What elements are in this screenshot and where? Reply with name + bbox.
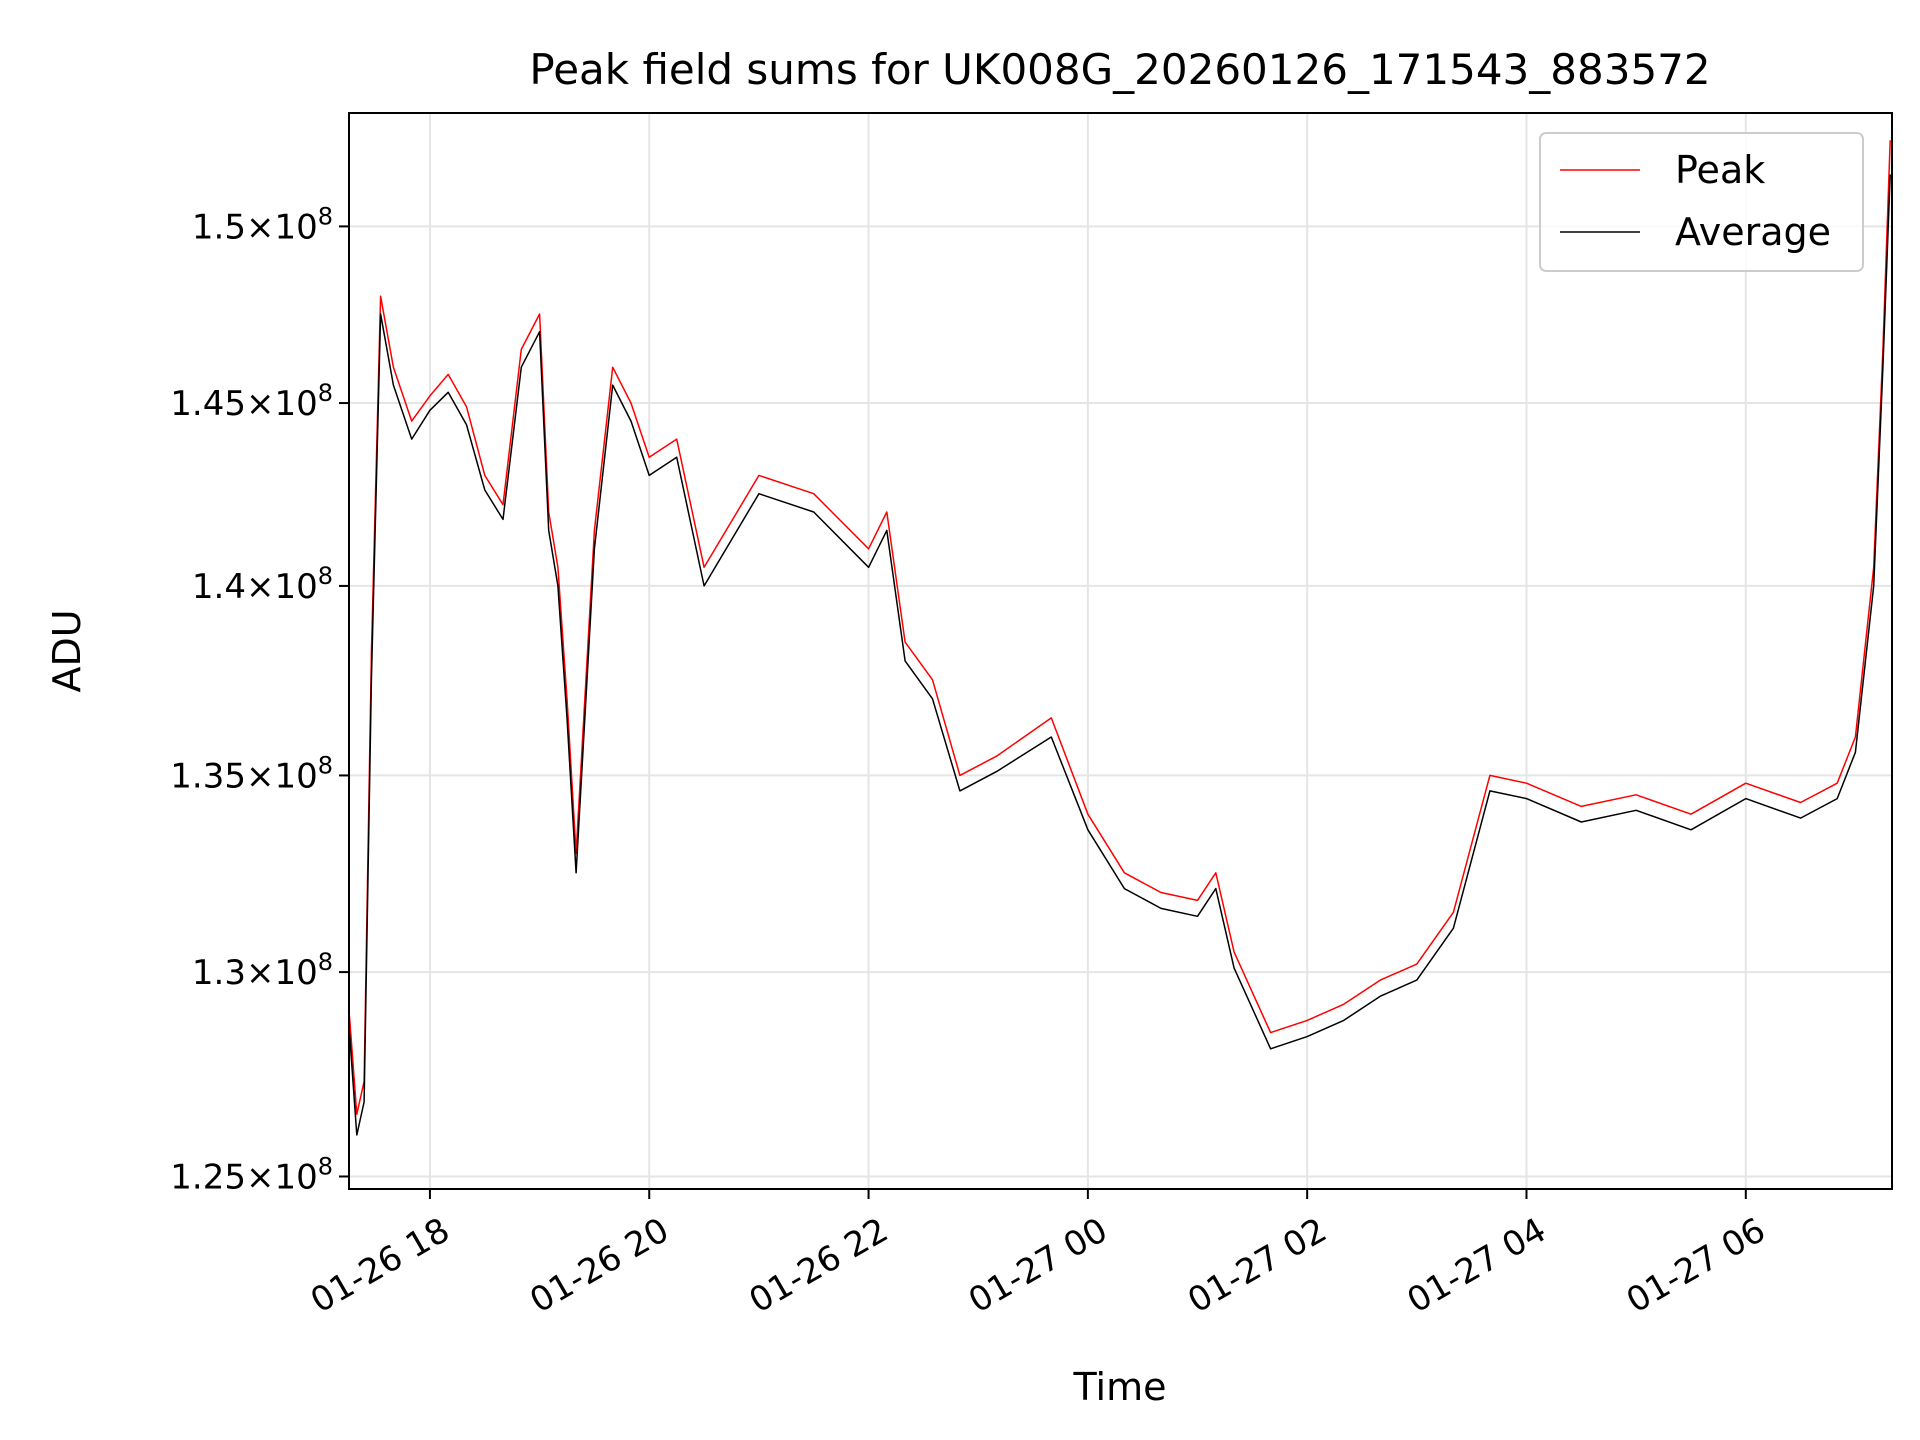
legend-label-peak: Peak — [1675, 148, 1765, 192]
y-tick-label: 1.4×108 — [192, 562, 333, 607]
series-line-peak — [348, 140, 1891, 1116]
y-tick-label: 1.35×108 — [170, 751, 333, 796]
y-tick-label: 1.5×108 — [192, 202, 333, 247]
y-axis-label: ADU — [45, 609, 89, 692]
legend-label-average: Average — [1675, 210, 1831, 254]
y-tick-label: 1.25×108 — [170, 1152, 333, 1197]
legend: Peak Average — [1539, 132, 1864, 272]
series-layer — [348, 140, 1891, 1136]
y-tick-label: 1.45×108 — [170, 379, 333, 424]
y-tick-label: 1.3×108 — [192, 948, 333, 993]
series-line-average — [348, 174, 1891, 1136]
grid — [349, 113, 1892, 1189]
x-axis-label: Time — [1073, 1365, 1167, 1409]
plot-frame — [348, 112, 1893, 1190]
legend-box — [1539, 132, 1864, 272]
chart-title: Peak field sums for UK008G_20260126_1715… — [529, 45, 1710, 94]
y-axis: 1.25×108 1.3×108 1.35×108 1.4×108 1.45×108 1.… — [170, 202, 349, 1197]
